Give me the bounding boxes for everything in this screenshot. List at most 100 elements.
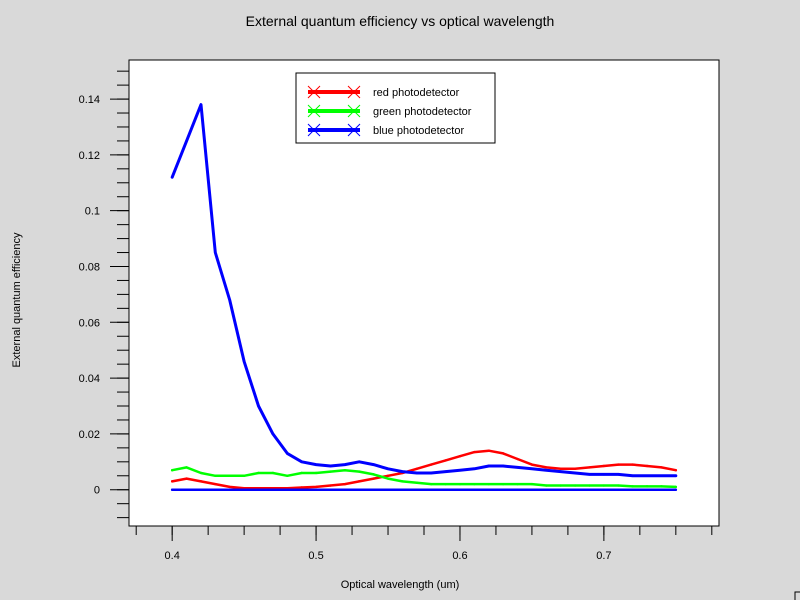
data-point [372,463,375,466]
data-point [286,474,289,477]
data-point [559,467,562,470]
data-point [429,488,433,491]
data-point [588,484,591,487]
data-point [501,464,505,468]
data-point [573,471,577,475]
data-point [415,488,419,491]
data-point [199,471,203,475]
data-point [314,463,318,466]
data-point [602,484,606,487]
data-point [386,488,390,491]
series-line-1 [170,466,678,489]
data-point [487,449,490,452]
legend-marker [307,123,361,137]
data-point [674,468,678,472]
data-point [170,488,174,491]
data-point [228,474,231,477]
data-point [516,488,519,491]
data-point [516,457,519,461]
data-point [645,488,649,491]
data-point [473,482,476,486]
data-point [602,464,606,468]
data-point [214,482,217,486]
data-point [300,488,303,491]
data-point [530,488,534,491]
data-point [185,466,188,469]
data-point [444,488,447,491]
data-point [545,466,548,469]
data-point [372,477,375,480]
x-tick-label: 0.5 [308,550,323,562]
data-point [631,474,634,477]
data-point [386,477,390,480]
data-point [545,488,548,491]
data-point [444,482,447,486]
chart-title: External quantum efficiency vs optical w… [246,13,555,29]
data-point [444,470,447,473]
data-point [358,480,361,483]
x-axis-title: Optical wavelength (um) [341,579,460,591]
data-point [487,464,490,468]
data-point [372,488,375,491]
data-point [429,482,433,486]
data-point [573,484,577,487]
data-point [372,473,375,476]
data-point [358,460,361,464]
data-point [242,488,246,491]
legend-marker [307,104,361,118]
data-point [214,251,217,254]
legend-marker [307,85,361,99]
data-point [660,488,663,491]
data-point [645,464,649,468]
data-point [501,452,505,455]
data-point [343,468,347,472]
y-tick-label: 0.02 [79,429,100,441]
data-point [573,488,577,491]
data-point [214,488,217,491]
data-point [559,484,562,487]
data-point [185,139,188,143]
data-point [473,450,476,454]
data-point [271,471,275,475]
data-point [631,488,634,491]
y-tick-label: 0.12 [79,150,100,162]
data-point [645,474,649,477]
data-point [401,470,404,473]
data-point [516,482,519,486]
x-tick-label: 0.4 [165,550,180,562]
y-axis-title: External quantum efficiency [11,232,23,367]
data-point [473,488,476,491]
data-point [473,467,476,470]
data-point [329,484,332,487]
y-tick-label: 0.08 [79,261,100,273]
y-tick-label: 0.06 [79,317,100,329]
data-point [314,471,318,475]
data-point [170,480,174,483]
data-point [242,360,246,363]
data-point [660,474,663,477]
data-point [487,482,490,486]
data-point [559,488,562,491]
data-point [444,459,447,462]
data-point [530,463,534,466]
data-point [228,488,231,491]
data-point [271,432,275,436]
data-point [343,482,347,486]
data-point [358,470,361,473]
data-point [314,488,318,491]
data-point [343,488,347,491]
series-layer [170,103,678,491]
data-point [660,466,663,469]
data-point [617,488,620,491]
data-point [185,488,188,491]
data-point [617,484,620,487]
data-point [300,460,303,464]
data-point [674,488,678,491]
data-point [415,467,419,470]
data-point [170,468,174,472]
data-point [199,103,203,106]
data-point [458,488,462,491]
data-point [401,488,404,491]
data-point [458,482,462,486]
